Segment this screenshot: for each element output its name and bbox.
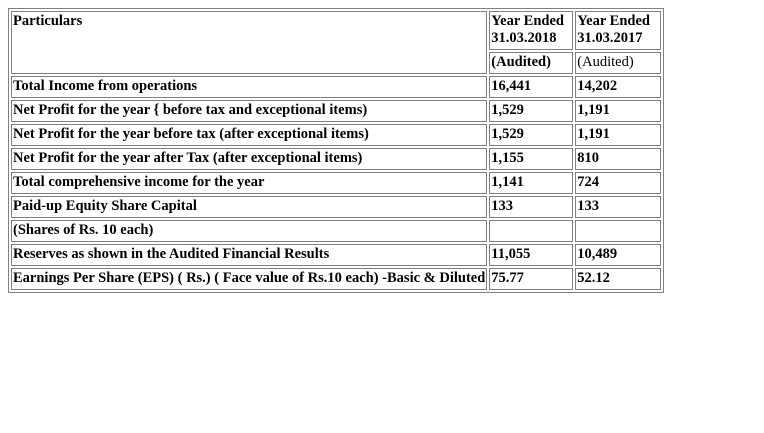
row-label: Net Profit for the year after Tax (after…	[11, 148, 488, 170]
year-2018-header-line1: Year Ended	[491, 13, 564, 29]
table-row: Reserves as shown in the Audited Financi…	[11, 244, 662, 266]
year-2018-header-line2: 31.03.2018	[491, 30, 557, 46]
value-2018: 1,141	[489, 172, 574, 194]
table-row: Net Profit for the year before tax (afte…	[11, 124, 662, 146]
table-row: Paid-up Equity Share Capital 133 133	[11, 196, 662, 218]
value-2017: 1,191	[575, 124, 662, 146]
particulars-header: Particulars	[11, 11, 488, 74]
table-row: (Shares of Rs. 10 each)	[11, 220, 662, 242]
row-label: Earnings Per Share (EPS) ( Rs.) ( Face v…	[11, 268, 488, 290]
table-row: Net Profit for the year after Tax (after…	[11, 148, 662, 170]
row-label: Net Profit for the year before tax (afte…	[11, 124, 488, 146]
particulars-header-text: Particulars	[13, 13, 83, 29]
table-row: Earnings Per Share (EPS) ( Rs.) ( Face v…	[11, 268, 662, 290]
value-2017: 724	[575, 172, 662, 194]
table-row: Total Income from operations 16,441 14,2…	[11, 76, 662, 98]
value-2017: 14,202	[575, 76, 662, 98]
row-label: Total comprehensive income for the year	[11, 172, 488, 194]
year-2018-header: Year Ended 31.03.2018	[489, 11, 574, 50]
row-label: Reserves as shown in the Audited Financi…	[11, 244, 488, 266]
value-2018: 1,529	[489, 100, 574, 122]
value-2017: 10,489	[575, 244, 662, 266]
value-2018: 1,155	[489, 148, 574, 170]
value-2018	[489, 220, 574, 242]
value-2017: 133	[575, 196, 662, 218]
row-label: Paid-up Equity Share Capital	[11, 196, 488, 218]
year-2017-header-line1: Year Ended	[577, 13, 650, 29]
value-2017: 52.12	[575, 268, 662, 290]
value-2017: 1,191	[575, 100, 662, 122]
year-2017-header: Year Ended 31.03.2017	[575, 11, 662, 50]
value-2017: 810	[575, 148, 662, 170]
value-2018: 75.77	[489, 268, 574, 290]
year-2017-header-line2: 31.03.2017	[577, 30, 643, 46]
value-2018: 16,441	[489, 76, 574, 98]
row-label: Net Profit for the year { before tax and…	[11, 100, 488, 122]
value-2018: 133	[489, 196, 574, 218]
value-2018: 11,055	[489, 244, 574, 266]
financial-results-table: Particulars Year Ended 31.03.2018 Year En…	[8, 8, 665, 293]
audited-2017-cell: (Audited)	[575, 52, 662, 74]
row-label: Total Income from operations	[11, 76, 488, 98]
table-row: Total comprehensive income for the year …	[11, 172, 662, 194]
audited-2018-cell: (Audited)	[489, 52, 574, 74]
row-label: (Shares of Rs. 10 each)	[11, 220, 488, 242]
header-row: Particulars Year Ended 31.03.2018 Year En…	[11, 11, 662, 74]
table-row: Net Profit for the year { before tax and…	[11, 100, 662, 122]
audited-row: (Audited) (Audited)	[11, 52, 662, 74]
value-2018: 1,529	[489, 124, 574, 146]
value-2017	[575, 220, 662, 242]
